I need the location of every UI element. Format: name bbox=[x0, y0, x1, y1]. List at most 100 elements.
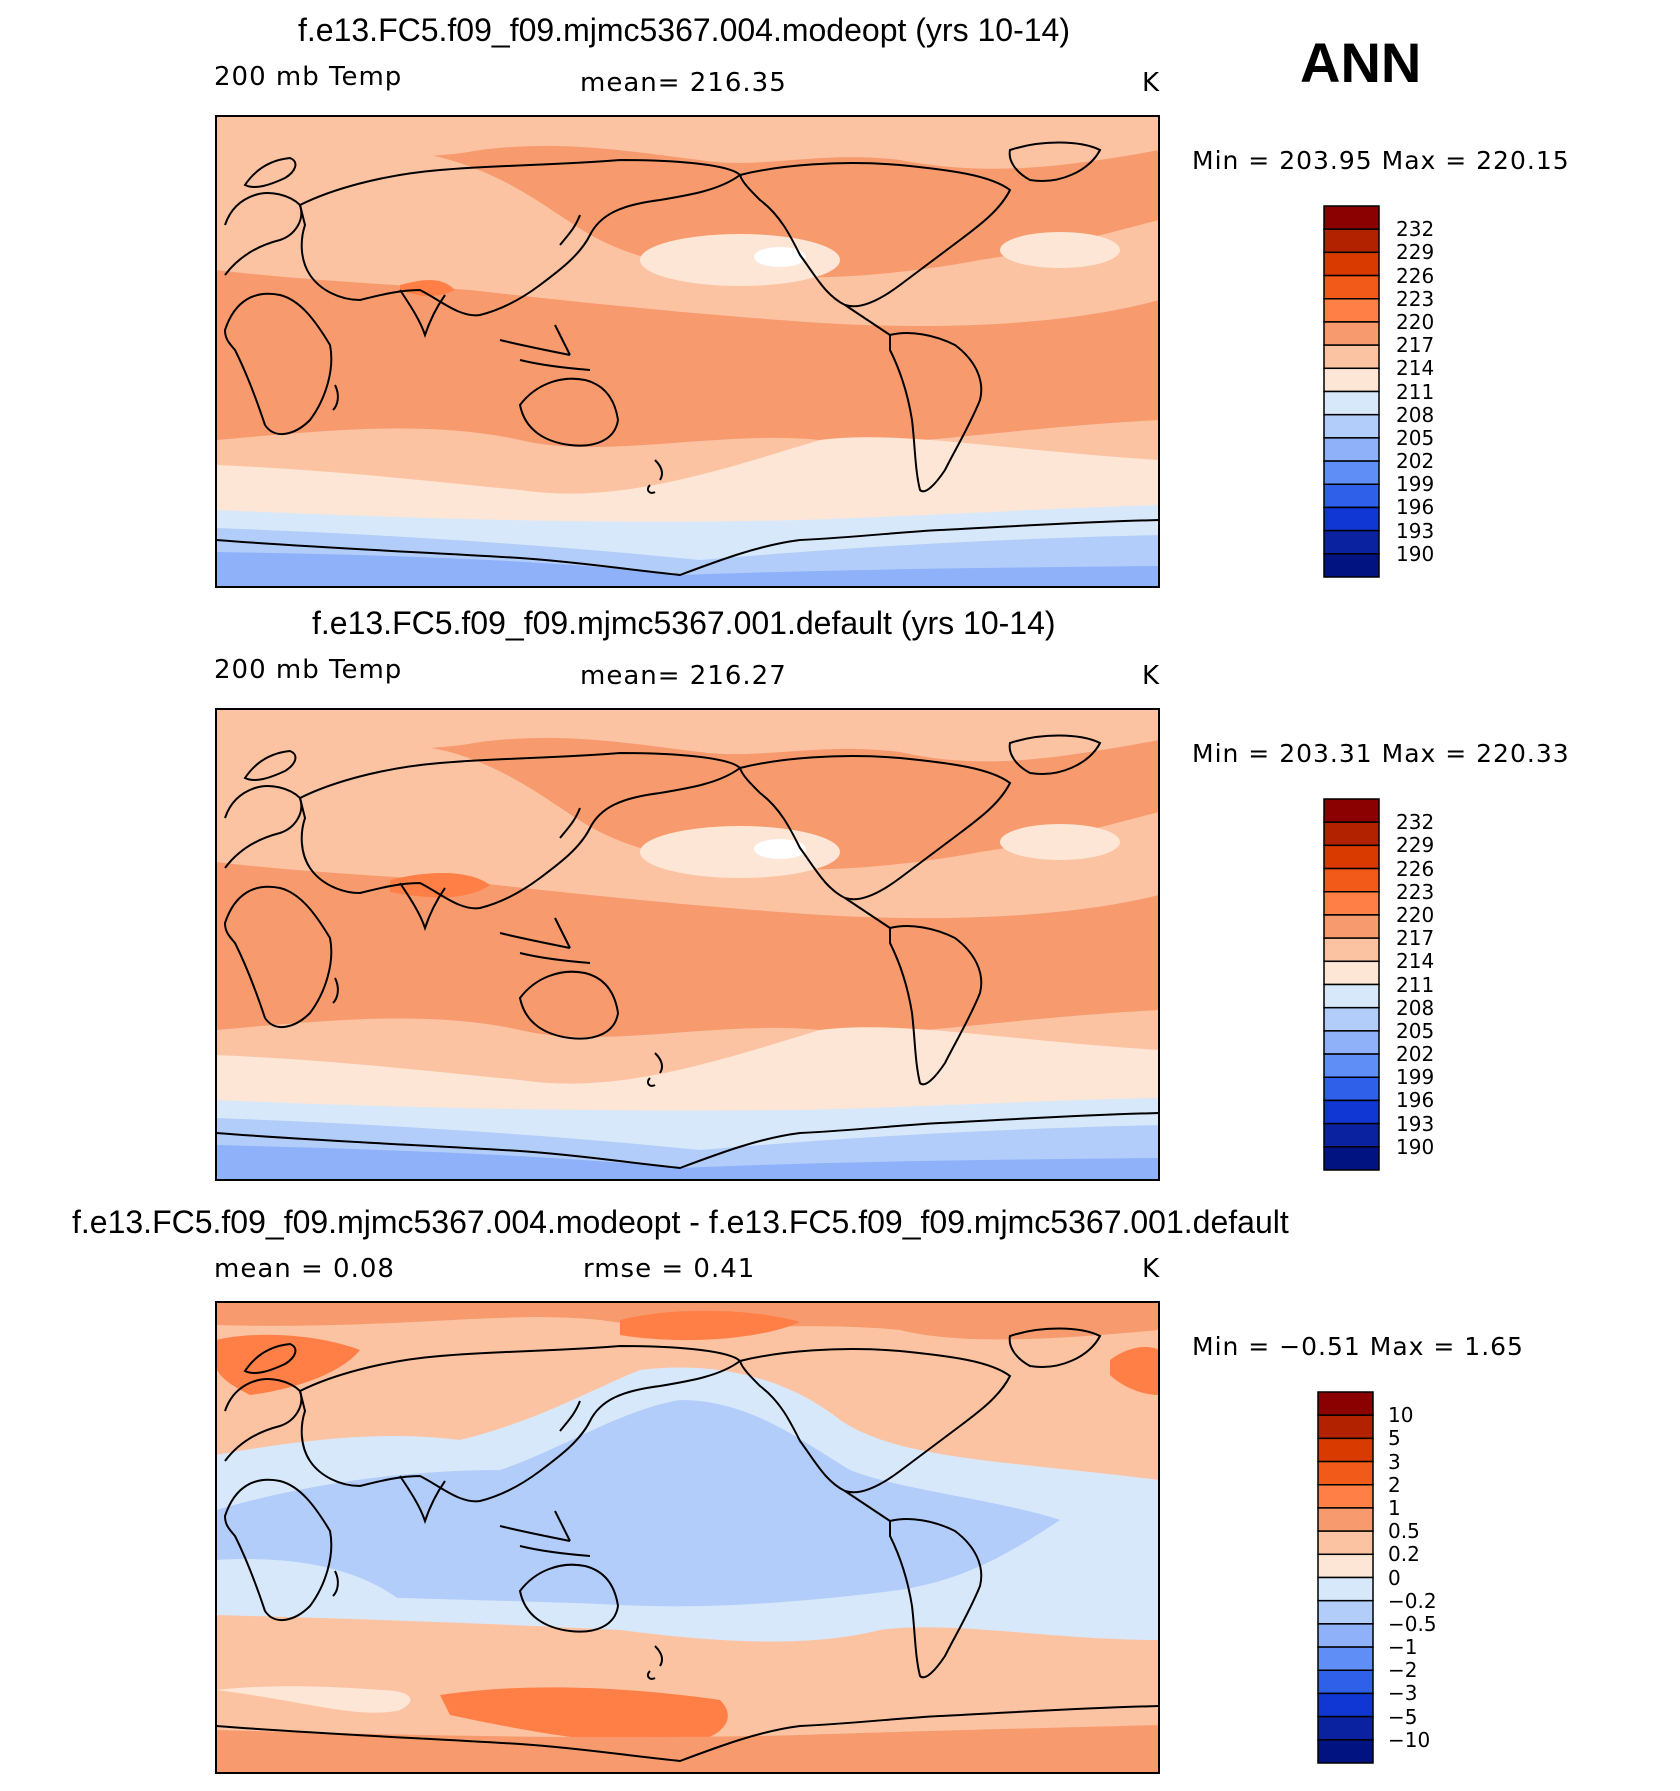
panel2-map bbox=[216, 709, 1159, 1180]
colorbar-tick-label: 190 bbox=[1396, 541, 1435, 566]
colorbar-tick-label: 10 bbox=[1388, 1403, 1414, 1428]
colorbar-box bbox=[1317, 1391, 1374, 1416]
colorbar-box bbox=[1323, 367, 1380, 393]
colorbar-tick-label: 0 bbox=[1388, 1565, 1401, 1590]
colorbar-box bbox=[1317, 1692, 1374, 1718]
colorbar-tick-label: 196 bbox=[1396, 495, 1435, 520]
colorbar-box bbox=[1323, 1099, 1380, 1125]
colorbar-box bbox=[1323, 344, 1380, 370]
colorbar-box bbox=[1323, 1006, 1380, 1032]
panel1-left-label: 200 mb Temp bbox=[214, 62, 403, 92]
colorbar-box bbox=[1317, 1669, 1374, 1695]
colorbar-tick-label: 202 bbox=[1396, 449, 1435, 474]
panel3-mean-label: mean = 0.08 bbox=[214, 1254, 395, 1284]
colorbar-box bbox=[1317, 1646, 1374, 1671]
colorbar-tick-label: 229 bbox=[1396, 833, 1435, 858]
colorbar-box bbox=[1317, 1530, 1374, 1556]
colorbar-tick-label: 199 bbox=[1396, 472, 1435, 497]
colorbar-tick-label: 214 bbox=[1396, 356, 1435, 381]
colorbar-box bbox=[1323, 798, 1380, 823]
colorbar-tick-label: −2 bbox=[1388, 1658, 1418, 1683]
colorbar-box bbox=[1317, 1437, 1374, 1463]
colorbar-box bbox=[1323, 1146, 1380, 1171]
colorbar-box bbox=[1317, 1507, 1374, 1532]
colorbar-tick-label: 211 bbox=[1396, 379, 1435, 404]
colorbar-tick-label: 229 bbox=[1396, 240, 1435, 265]
colorbar-box bbox=[1323, 844, 1380, 870]
panel3-units: K bbox=[1142, 1254, 1161, 1284]
colorbar-box bbox=[1323, 1076, 1380, 1102]
colorbar-box bbox=[1317, 1599, 1374, 1625]
colorbar-tick-label: −0.2 bbox=[1388, 1588, 1437, 1613]
panel3-title: f.e13.FC5.f09_f09.mjmc5367.004.modeopt -… bbox=[72, 1204, 1289, 1240]
colorbar-tick-label: −0.5 bbox=[1388, 1611, 1437, 1636]
colorbar-box bbox=[1323, 891, 1380, 916]
panel3-rmse-label: rmse = 0.41 bbox=[583, 1254, 756, 1284]
colorbar-box bbox=[1323, 298, 1380, 323]
colorbar-tick-label: 2 bbox=[1388, 1472, 1401, 1497]
panel3-frame bbox=[215, 1301, 1160, 1774]
colorbar-box bbox=[1323, 413, 1380, 439]
colorbar-tick-label: 226 bbox=[1396, 263, 1435, 288]
colorbar-box bbox=[1323, 914, 1380, 939]
colorbar-box bbox=[1323, 460, 1380, 485]
panel2-minmax: Min = 203.31 Max = 220.33 bbox=[1192, 739, 1570, 768]
panel2-frame bbox=[215, 708, 1160, 1181]
colorbar-box bbox=[1323, 506, 1380, 532]
panel2-units: K bbox=[1142, 661, 1161, 691]
panel2-mean-label: mean= 216.27 bbox=[580, 661, 787, 691]
colorbar-tick-label: 208 bbox=[1396, 995, 1435, 1020]
colorbar-tick-label: 1 bbox=[1388, 1495, 1401, 1520]
colorbar-tick-label: 208 bbox=[1396, 402, 1435, 427]
colorbar-box bbox=[1323, 390, 1380, 416]
colorbar-box bbox=[1323, 483, 1380, 509]
panel3-minmax: Min = −0.51 Max = 1.65 bbox=[1192, 1332, 1524, 1361]
panel3-colorbar bbox=[1317, 1391, 1374, 1764]
colorbar-box bbox=[1323, 1053, 1380, 1078]
colorbar-box bbox=[1317, 1739, 1374, 1764]
colorbar-box bbox=[1317, 1576, 1374, 1602]
panel3-map bbox=[216, 1302, 1159, 1773]
colorbar-box bbox=[1323, 937, 1380, 963]
colorbar-box bbox=[1323, 1122, 1380, 1148]
panel1-units: K bbox=[1142, 68, 1161, 98]
panel1-frame bbox=[215, 115, 1160, 588]
colorbar-box bbox=[1317, 1623, 1374, 1648]
colorbar-tick-label: 226 bbox=[1396, 856, 1435, 881]
colorbar-box bbox=[1323, 321, 1380, 346]
panel1-map bbox=[216, 116, 1159, 587]
colorbar-box bbox=[1323, 867, 1380, 893]
colorbar-tick-label: 232 bbox=[1396, 810, 1435, 835]
panel1-coastlines bbox=[216, 141, 1159, 577]
colorbar-tick-label: −10 bbox=[1388, 1727, 1431, 1752]
panel1-minmax: Min = 203.95 Max = 220.15 bbox=[1192, 146, 1570, 175]
colorbar-box bbox=[1323, 437, 1380, 462]
colorbar-tick-label: 202 bbox=[1396, 1042, 1435, 1067]
colorbar-tick-label: −3 bbox=[1388, 1681, 1418, 1706]
colorbar-tick-label: 211 bbox=[1396, 972, 1435, 997]
season-label: ANN bbox=[1300, 31, 1422, 94]
colorbar-tick-label: 5 bbox=[1388, 1426, 1401, 1451]
colorbar-tick-label: 196 bbox=[1396, 1088, 1435, 1113]
panel1-title: f.e13.FC5.f09_f09.mjmc5367.004.modeopt (… bbox=[298, 12, 1070, 48]
colorbar-tick-label: 217 bbox=[1396, 926, 1435, 951]
colorbar-box bbox=[1323, 1030, 1380, 1055]
colorbar-box bbox=[1323, 960, 1380, 986]
colorbar-tick-label: 0.2 bbox=[1388, 1542, 1420, 1567]
colorbar-box bbox=[1323, 274, 1380, 300]
colorbar-box bbox=[1323, 983, 1380, 1009]
colorbar-box bbox=[1323, 821, 1380, 847]
colorbar-tick-label: 205 bbox=[1396, 1018, 1435, 1043]
panel1-colorbar bbox=[1323, 205, 1380, 578]
panel2-colorbar bbox=[1323, 798, 1380, 1171]
colorbar-box bbox=[1317, 1553, 1374, 1579]
colorbar-tick-label: 0.5 bbox=[1388, 1519, 1420, 1544]
colorbar-box bbox=[1317, 1484, 1374, 1509]
colorbar-tick-label: −5 bbox=[1388, 1704, 1418, 1729]
colorbar-box bbox=[1317, 1460, 1374, 1486]
colorbar-box bbox=[1323, 251, 1380, 277]
panel1-mean-label: mean= 216.35 bbox=[580, 68, 787, 98]
colorbar-tick-label: 205 bbox=[1396, 425, 1435, 450]
colorbar-tick-label: −1 bbox=[1388, 1635, 1418, 1660]
